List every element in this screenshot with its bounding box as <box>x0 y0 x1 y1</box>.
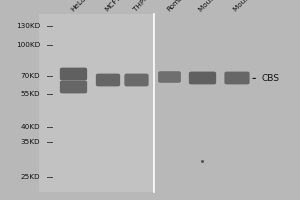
Text: MCF7: MCF7 <box>104 0 122 13</box>
FancyBboxPatch shape <box>224 72 250 84</box>
Text: CBS: CBS <box>253 74 279 83</box>
Text: Romas: Romas <box>165 0 187 13</box>
Text: 35KD: 35KD <box>21 139 40 145</box>
FancyBboxPatch shape <box>189 72 216 84</box>
Text: 70KD: 70KD <box>21 73 40 79</box>
Bar <box>39 14 154 192</box>
FancyBboxPatch shape <box>60 81 87 93</box>
FancyBboxPatch shape <box>96 74 120 86</box>
Text: HeLa: HeLa <box>69 0 86 13</box>
Text: Mouse kidney: Mouse kidney <box>198 0 238 13</box>
FancyBboxPatch shape <box>60 68 87 80</box>
Text: 55KD: 55KD <box>21 91 40 97</box>
Text: 130KD: 130KD <box>16 23 40 29</box>
FancyBboxPatch shape <box>158 71 181 83</box>
Text: THP-1: THP-1 <box>132 0 152 13</box>
Text: Mouse brain: Mouse brain <box>233 0 268 13</box>
Text: 40KD: 40KD <box>21 124 40 130</box>
Text: 25KD: 25KD <box>21 174 40 180</box>
Bar <box>154 14 258 192</box>
Text: 100KD: 100KD <box>16 42 40 48</box>
FancyBboxPatch shape <box>124 74 149 86</box>
